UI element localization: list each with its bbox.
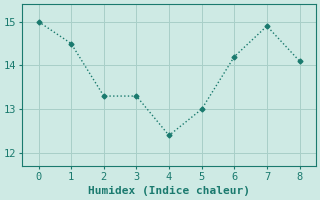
X-axis label: Humidex (Indice chaleur): Humidex (Indice chaleur) bbox=[88, 186, 250, 196]
